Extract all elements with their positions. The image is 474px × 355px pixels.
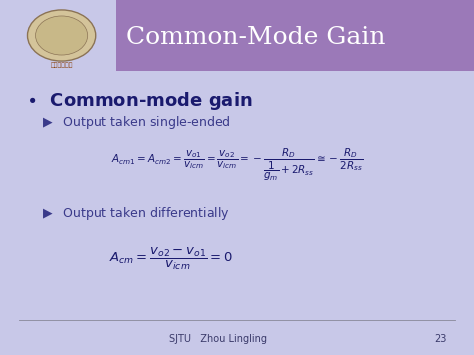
Text: $\bullet$  Common-mode gain: $\bullet$ Common-mode gain: [26, 90, 253, 112]
Text: 上海交通大学: 上海交通大学: [50, 63, 73, 69]
Text: SJTU   Zhou Lingling: SJTU Zhou Lingling: [169, 334, 267, 344]
Text: $A_{cm1}=A_{cm2}=\dfrac{v_{o1}}{v_{icm}}=\dfrac{v_{o2}}{v_{icm}}=-\dfrac{R_D}{\d: $A_{cm1}=A_{cm2}=\dfrac{v_{o1}}{v_{icm}}…: [111, 147, 363, 183]
Text: $A_{cm}=\dfrac{v_{o2}-v_{o1}}{v_{icm}}=0$: $A_{cm}=\dfrac{v_{o2}-v_{o1}}{v_{icm}}=0…: [109, 246, 233, 272]
Text: $\blacktriangleright$  Output taken single-ended: $\blacktriangleright$ Output taken singl…: [40, 114, 231, 131]
Text: Common-Mode Gain: Common-Mode Gain: [126, 26, 385, 49]
Text: $\blacktriangleright$  Output taken differentially: $\blacktriangleright$ Output taken diffe…: [40, 204, 230, 222]
Text: 23: 23: [435, 334, 447, 344]
